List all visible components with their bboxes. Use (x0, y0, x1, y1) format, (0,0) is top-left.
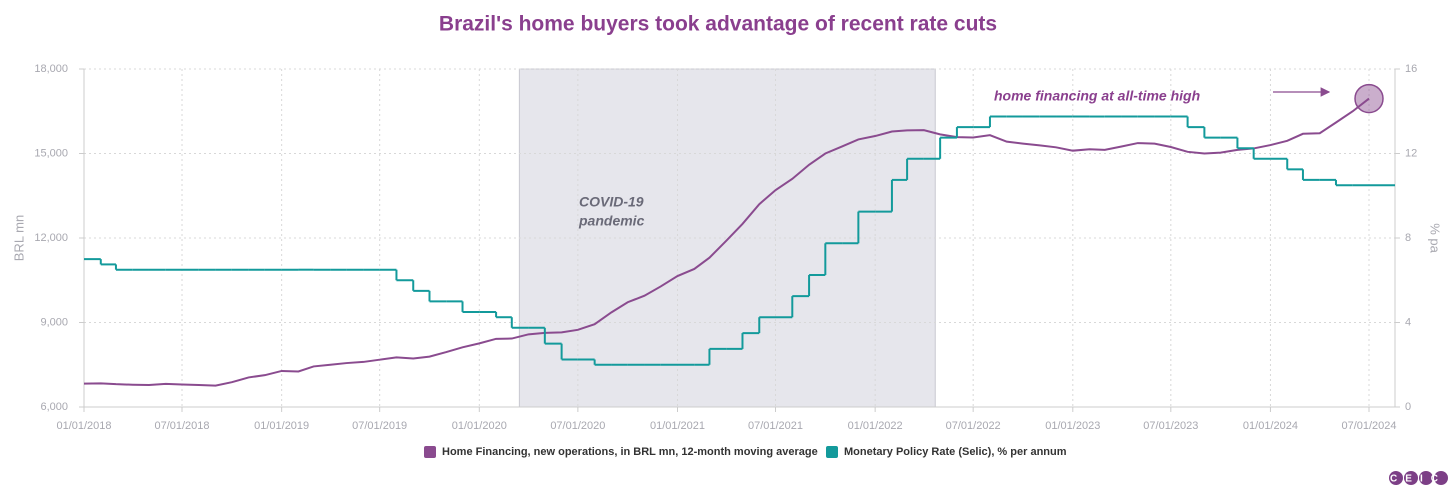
logo-dot (1404, 471, 1418, 485)
x-tick-label: 01/01/2018 (56, 420, 111, 432)
y-tick-label: 18,000 (34, 63, 68, 75)
logo-dot (1419, 471, 1433, 485)
logo: CEIC (1389, 471, 1448, 485)
y2-tick-label: 0 (1405, 401, 1411, 413)
y2-axis-label: % pa (1428, 223, 1443, 253)
x-tick-label: 01/01/2019 (254, 420, 309, 432)
x-tick-label: 07/01/2021 (748, 420, 803, 432)
logo-dot (1434, 471, 1448, 485)
y-tick-label: 9,000 (40, 316, 68, 328)
y-tick-label: 12,000 (34, 232, 68, 244)
legend-label: Monetary Policy Rate (Selic), % per annu… (844, 446, 1067, 458)
band-label: pandemic (578, 213, 645, 229)
x-tick-label: 01/01/2023 (1045, 420, 1100, 432)
y2-tick-label: 12 (1405, 147, 1417, 159)
x-tick-label: 07/01/2024 (1341, 420, 1396, 432)
logo-text: CEIC (1390, 474, 1446, 485)
x-tick-label: 07/01/2018 (154, 420, 209, 432)
y2-tick-label: 16 (1405, 63, 1417, 75)
x-tick-label: 01/01/2024 (1243, 420, 1298, 432)
x-tick-label: 01/01/2020 (452, 420, 507, 432)
band-label: COVID-19 (579, 194, 644, 210)
highlight-circle (1354, 83, 1384, 114)
legend-label: Home Financing, new operations, in BRL m… (442, 446, 818, 458)
x-tick-label: 07/01/2023 (1143, 420, 1198, 432)
covid-band (518, 68, 936, 408)
y2-tick-label: 8 (1405, 232, 1411, 244)
y-axis-label: BRL mn (11, 215, 26, 261)
y-tick-label: 15,000 (34, 147, 68, 159)
chart-title: Brazil's home buyers took advantage of r… (439, 13, 997, 36)
x-tick-label: 07/01/2022 (946, 420, 1001, 432)
y-tick-label: 6,000 (40, 401, 68, 413)
logo-dot (1389, 471, 1403, 485)
line (83, 97, 1370, 387)
legend-swatch (424, 446, 436, 458)
x-tick-label: 01/01/2021 (650, 420, 705, 432)
x-tick-label: 07/01/2020 (550, 420, 605, 432)
y2-tick-label: 4 (1405, 316, 1411, 328)
x-tick-label: 01/01/2022 (848, 420, 903, 432)
annotation: home financing at all-time high (994, 88, 1200, 104)
legend-swatch (826, 446, 838, 458)
x-tick-label: 07/01/2019 (352, 420, 407, 432)
